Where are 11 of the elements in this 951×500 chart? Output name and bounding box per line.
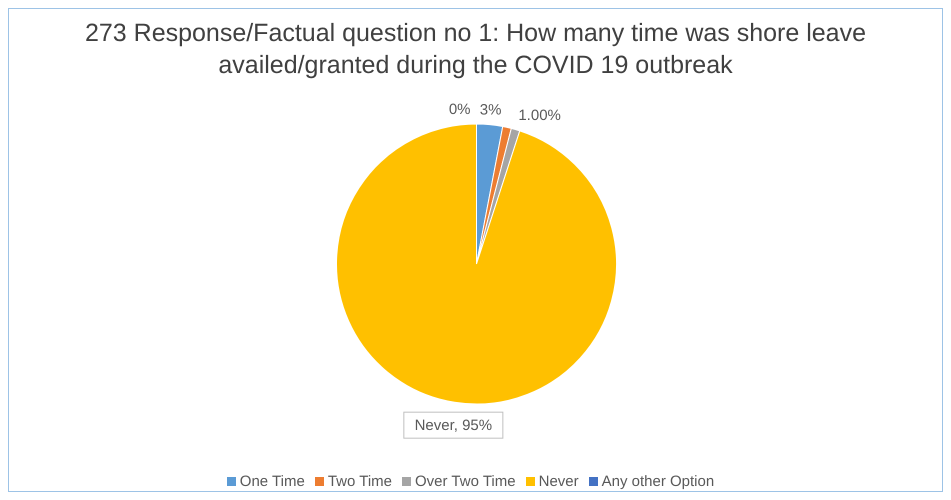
- legend-label: Never: [538, 473, 579, 490]
- chart-title: 273 Response/Factual question no 1: How many time was shore leave availed/granted during the COVID 19 outbreak: [84, 18, 867, 79]
- text: 0%: [448, 101, 470, 118]
- data-label: 1.00%: [518, 106, 561, 124]
- data-label: Never, 95%: [414, 417, 492, 434]
- data-label: 3%: [480, 102, 502, 119]
- legend-label: One Time: [240, 473, 305, 490]
- legend-label: Two Time: [328, 473, 392, 490]
- legend-label: Any other Option: [602, 473, 714, 490]
- legend-label: Over Two Time: [415, 473, 516, 490]
- pie-slice: [336, 124, 617, 404]
